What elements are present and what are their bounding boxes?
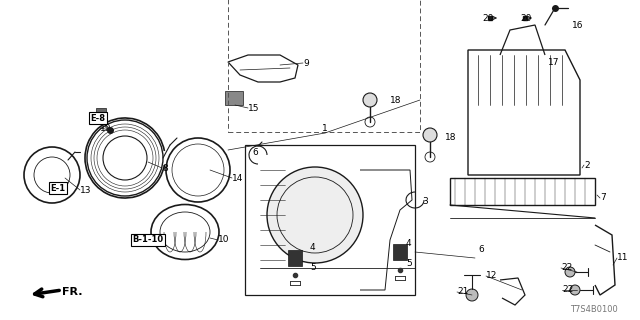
Text: 22: 22 xyxy=(561,263,572,273)
Bar xyxy=(228,0,420,132)
Text: 6: 6 xyxy=(252,148,258,156)
Text: 13: 13 xyxy=(80,186,92,195)
Circle shape xyxy=(466,289,478,301)
Text: 16: 16 xyxy=(572,20,584,29)
Polygon shape xyxy=(225,91,243,105)
Text: 18: 18 xyxy=(445,132,456,141)
Text: 9: 9 xyxy=(303,59,308,68)
Circle shape xyxy=(363,93,377,107)
Text: 5: 5 xyxy=(310,263,316,273)
Circle shape xyxy=(425,152,435,162)
Circle shape xyxy=(565,267,575,277)
Text: 4: 4 xyxy=(406,239,412,249)
Text: 5: 5 xyxy=(406,260,412,268)
Circle shape xyxy=(365,117,375,127)
Text: 21: 21 xyxy=(457,287,468,297)
Text: 19: 19 xyxy=(100,124,111,132)
Circle shape xyxy=(267,167,363,263)
Text: 20: 20 xyxy=(482,13,493,22)
Text: 4: 4 xyxy=(310,244,316,252)
Polygon shape xyxy=(288,250,302,266)
Circle shape xyxy=(570,285,580,295)
Circle shape xyxy=(423,128,437,142)
Text: 20: 20 xyxy=(520,13,531,22)
Text: 11: 11 xyxy=(617,253,628,262)
Polygon shape xyxy=(96,108,106,118)
Text: 18: 18 xyxy=(390,95,401,105)
Text: 2: 2 xyxy=(584,161,589,170)
Text: T7S4B0100: T7S4B0100 xyxy=(570,306,618,315)
Text: FR.: FR. xyxy=(62,287,83,297)
Text: E-8: E-8 xyxy=(90,114,106,123)
Text: 10: 10 xyxy=(218,236,230,244)
Text: 22: 22 xyxy=(562,285,573,294)
Text: 6: 6 xyxy=(478,245,484,254)
Text: 15: 15 xyxy=(248,103,259,113)
Polygon shape xyxy=(393,244,407,260)
Text: 3: 3 xyxy=(422,197,428,206)
Polygon shape xyxy=(245,145,415,295)
Text: 1: 1 xyxy=(322,124,328,132)
Text: 17: 17 xyxy=(548,58,559,67)
Text: B-1-10: B-1-10 xyxy=(132,236,164,244)
Text: 8: 8 xyxy=(162,164,168,172)
Text: 14: 14 xyxy=(232,173,243,182)
Text: 12: 12 xyxy=(486,271,497,281)
Text: E-1: E-1 xyxy=(51,183,65,193)
Text: 7: 7 xyxy=(600,194,605,203)
